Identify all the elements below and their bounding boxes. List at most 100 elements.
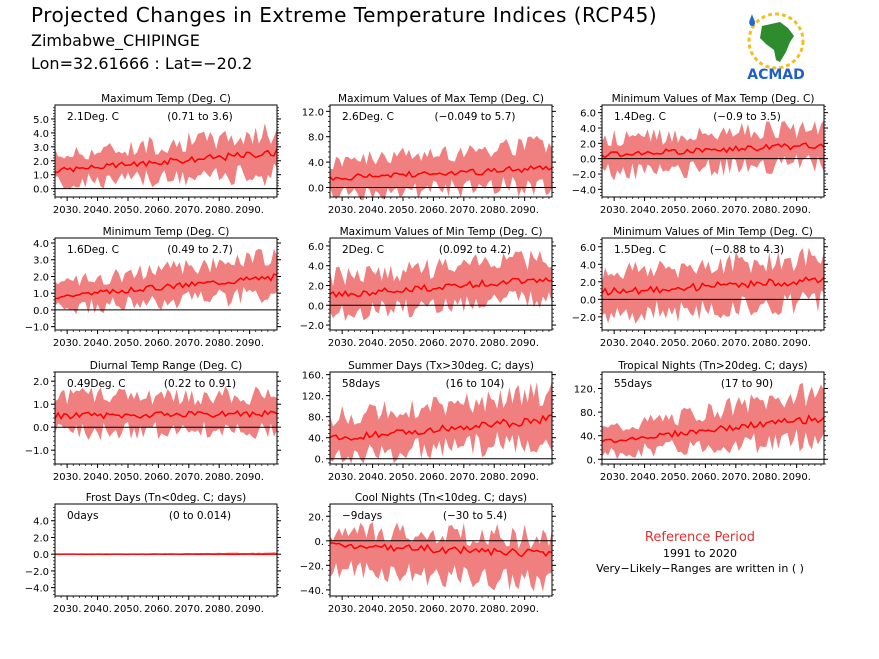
chart-title: Maximum Values of Max Temp (Deg. C)	[338, 93, 544, 105]
x-tick-label: 2070.	[449, 604, 478, 615]
x-tick-label: 2070.	[721, 205, 750, 216]
y-tick-label: 160.	[302, 371, 324, 382]
y-tick-label: −4.0	[572, 185, 596, 196]
change-value-label: 1.4Deg. C	[614, 111, 666, 123]
africa-map-icon: ACMAD	[747, 12, 805, 83]
median-series-line	[601, 142, 825, 159]
likely-range-band	[330, 135, 552, 201]
likely-range-band	[330, 521, 552, 592]
x-tick-label: 2090.	[510, 472, 539, 483]
change-value-label: −9days	[342, 510, 382, 522]
x-tick-label: 2090.	[235, 604, 264, 615]
x-tick-label: 2080.	[752, 205, 781, 216]
x-tick-label: 2090.	[235, 338, 264, 349]
chart-title: Summer Days (Tx>30deg. C; days)	[348, 360, 534, 372]
x-tick-label: 2030.	[53, 338, 82, 349]
x-tick-label: 2060.	[419, 472, 448, 483]
x-tick-label: 2080.	[752, 472, 781, 483]
x-tick-label: 2060.	[144, 604, 173, 615]
x-tick-label: 2060.	[144, 472, 173, 483]
likely-range-band	[602, 247, 824, 324]
y-tick-label: 3.0	[33, 143, 49, 154]
x-tick-label: 2050.	[389, 472, 418, 483]
likely-range-label: (−0.88 to 4.3)	[710, 244, 784, 256]
y-tick-label: 8.0	[308, 133, 324, 144]
x-tick-label: 2030.	[328, 604, 357, 615]
y-tick-label: 0.	[314, 455, 324, 466]
likely-range-band	[330, 381, 552, 464]
y-tick-label: 6.0	[308, 242, 324, 253]
chart-title: Minimum Temp (Deg. C)	[103, 226, 230, 238]
change-value-label: 2Deg. C	[342, 244, 384, 256]
coords-label: Lon=32.61666 : Lat=−20.2	[31, 54, 253, 73]
y-tick-label: 4.0	[580, 260, 596, 271]
median-series-line	[329, 542, 553, 558]
likely-range-band	[55, 248, 277, 315]
y-tick-label: 0.0	[580, 155, 596, 166]
x-tick-label: 2030.	[53, 205, 82, 216]
x-tick-label: 2050.	[661, 472, 690, 483]
likely-range-band	[55, 386, 277, 441]
plot-frame	[54, 503, 278, 597]
likely-range-label: (16 to 104)	[446, 378, 505, 390]
y-tick-label: 6.0	[580, 109, 596, 120]
x-tick-label: 2030.	[600, 205, 629, 216]
x-tick-label: 2040.	[358, 604, 387, 615]
x-tick-label: 2090.	[235, 472, 264, 483]
likely-range-label: (−0.9 to 3.5)	[713, 111, 781, 123]
y-tick-label: 0.0	[308, 301, 324, 312]
likely-range-label: (0 to 0.014)	[169, 510, 231, 522]
x-tick-label: 2060.	[419, 604, 448, 615]
y-tick-label: 3.0	[33, 256, 49, 267]
x-tick-label: 2080.	[205, 472, 234, 483]
change-value-label: 0.49Deg. C	[67, 378, 126, 390]
x-tick-label: 2050.	[114, 338, 143, 349]
chart-title: Minimum Values of Max Temp (Deg. C)	[612, 93, 815, 105]
x-tick-label: 2090.	[510, 338, 539, 349]
x-tick-label: 2050.	[114, 205, 143, 216]
x-tick-label: 2030.	[328, 338, 357, 349]
y-tick-label: −4.0	[25, 584, 49, 595]
x-tick-label: 2040.	[358, 472, 387, 483]
chart-title: Maximum Temp (Deg. C)	[101, 93, 231, 105]
x-tick-label: 2090.	[235, 205, 264, 216]
likely-range-band	[602, 120, 824, 181]
median-series-line	[54, 273, 278, 300]
x-tick-label: 2070.	[174, 604, 203, 615]
x-tick-label: 2060.	[144, 205, 173, 216]
x-tick-label: 2050.	[389, 205, 418, 216]
y-tick-label: 40.	[308, 434, 324, 445]
likely-range-band	[55, 123, 277, 189]
x-tick-label: 2060.	[691, 472, 720, 483]
x-tick-label: 2030.	[53, 472, 82, 483]
chart-title: Maximum Values of Min Temp (Deg. C)	[340, 226, 543, 238]
x-tick-label: 2040.	[630, 338, 659, 349]
x-tick-label: 2060.	[419, 338, 448, 349]
y-tick-label: 2.0	[580, 278, 596, 289]
median-series-line	[54, 409, 278, 421]
y-tick-label: −2.0	[572, 313, 596, 324]
x-tick-label: 2040.	[358, 338, 387, 349]
logo-label: ACMAD	[747, 67, 805, 83]
x-tick-label: 2050.	[114, 472, 143, 483]
y-tick-label: −2.0	[300, 321, 324, 332]
x-tick-label: 2070.	[174, 472, 203, 483]
y-tick-label: 5.0	[33, 115, 49, 126]
y-tick-label: 0.0	[33, 306, 49, 317]
x-tick-label: 2040.	[630, 472, 659, 483]
chart-panel-9: 0. 40. 80. 120. 2030. 2040. 2050. 2060. 2070. 208…	[574, 360, 828, 483]
x-tick-label: 2040.	[83, 338, 112, 349]
reference-panel: Reference Period 1991 to 2020 Very−Likel…	[590, 530, 810, 575]
x-tick-label: 2080.	[752, 338, 781, 349]
likely-range-label: (0.71 to 3.6)	[167, 111, 233, 123]
likely-range-label: (−0.049 to 5.7)	[435, 111, 516, 123]
y-tick-label: 4.0	[580, 124, 596, 135]
chart-panel-6: −2.0 0.0 2.0 4.0 6.0 2030. 2040. 2050. 2060. 2070…	[572, 226, 828, 349]
x-tick-label: 2090.	[782, 338, 811, 349]
y-tick-label: 4.0	[308, 262, 324, 273]
x-tick-label: 2070.	[449, 338, 478, 349]
likely-range-band	[330, 250, 552, 322]
